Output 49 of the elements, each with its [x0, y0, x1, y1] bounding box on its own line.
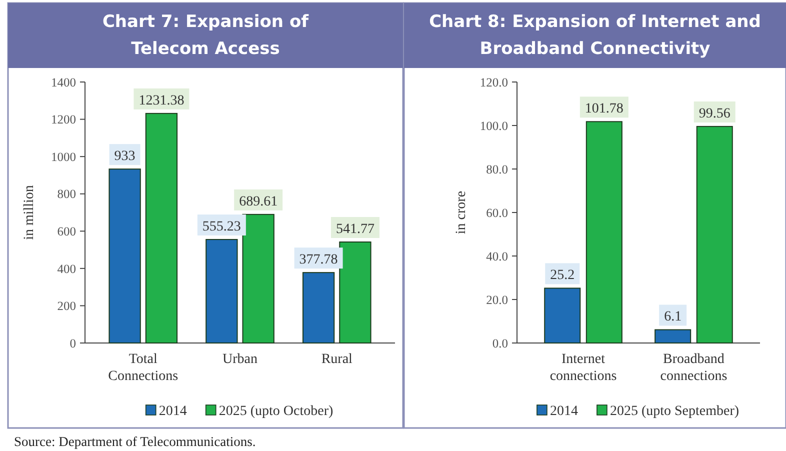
- source-note: Source: Department of Telecommunications.: [14, 434, 256, 449]
- bar: [206, 238, 238, 344]
- x-tick-label: Total Connections: [108, 352, 178, 384]
- bar: [339, 242, 372, 344]
- data-label: 933: [114, 148, 136, 164]
- y-tick-label: 0: [70, 336, 76, 350]
- bar: [586, 121, 622, 344]
- x-tick-label: Urban: [222, 352, 258, 367]
- data-label: 99.56: [698, 106, 730, 122]
- y-tick-label: 1200: [51, 112, 76, 127]
- bar: [654, 329, 692, 344]
- data-label: 1231.38: [138, 93, 184, 108]
- y-tick-label: 20.0: [486, 292, 508, 307]
- data-label: 555.23: [202, 219, 241, 234]
- data-label: 541.77: [336, 222, 374, 237]
- y-tick-label: 40.0: [486, 249, 508, 264]
- y-tick-label: 1400: [51, 75, 76, 90]
- data-label: 689.61: [239, 194, 278, 210]
- chart-title: Chart 7: Expansion of Telecom Access: [102, 12, 310, 59]
- y-tick-label: 100.0: [480, 118, 508, 133]
- y-tick-label: 800: [57, 187, 76, 202]
- y-axis-title: in million: [22, 185, 37, 240]
- data-label: 25.2: [550, 268, 575, 284]
- data-label: 377.78: [299, 252, 338, 268]
- data-label: 101.78: [584, 102, 624, 117]
- y-tick-label: 120.0: [480, 75, 508, 90]
- legend-label: 2025 (upto September): [610, 404, 740, 419]
- y-tick-label: 60.0: [486, 206, 508, 220]
- bar: [108, 168, 141, 344]
- legend-label: 2025 (upto October): [218, 404, 334, 419]
- data-label: 6.1: [664, 310, 682, 325]
- x-tick-label: Rural: [321, 352, 353, 367]
- y-tick-label: 600: [57, 224, 76, 239]
- bar: [145, 112, 178, 344]
- bar: [544, 288, 581, 344]
- legend-label: 2014: [550, 404, 578, 419]
- y-tick-label: 400: [57, 262, 76, 276]
- y-tick-label: 1000: [51, 150, 76, 164]
- y-tick-label: 0.0: [492, 336, 508, 350]
- bar: [696, 126, 733, 344]
- y-tick-label: 80.0: [486, 162, 508, 176]
- chart-title: Chart 8: Expansion of Internet and Broadband Connectivity: [429, 12, 761, 59]
- y-axis-title: in crore: [454, 190, 469, 234]
- bar: [302, 272, 335, 344]
- y-tick-label: 200: [57, 299, 76, 314]
- bar: [242, 214, 274, 344]
- x-tick-label: Internet connections: [550, 352, 617, 384]
- legend-label: 2014: [158, 404, 187, 419]
- x-tick-label: Broadband connections: [660, 352, 728, 384]
